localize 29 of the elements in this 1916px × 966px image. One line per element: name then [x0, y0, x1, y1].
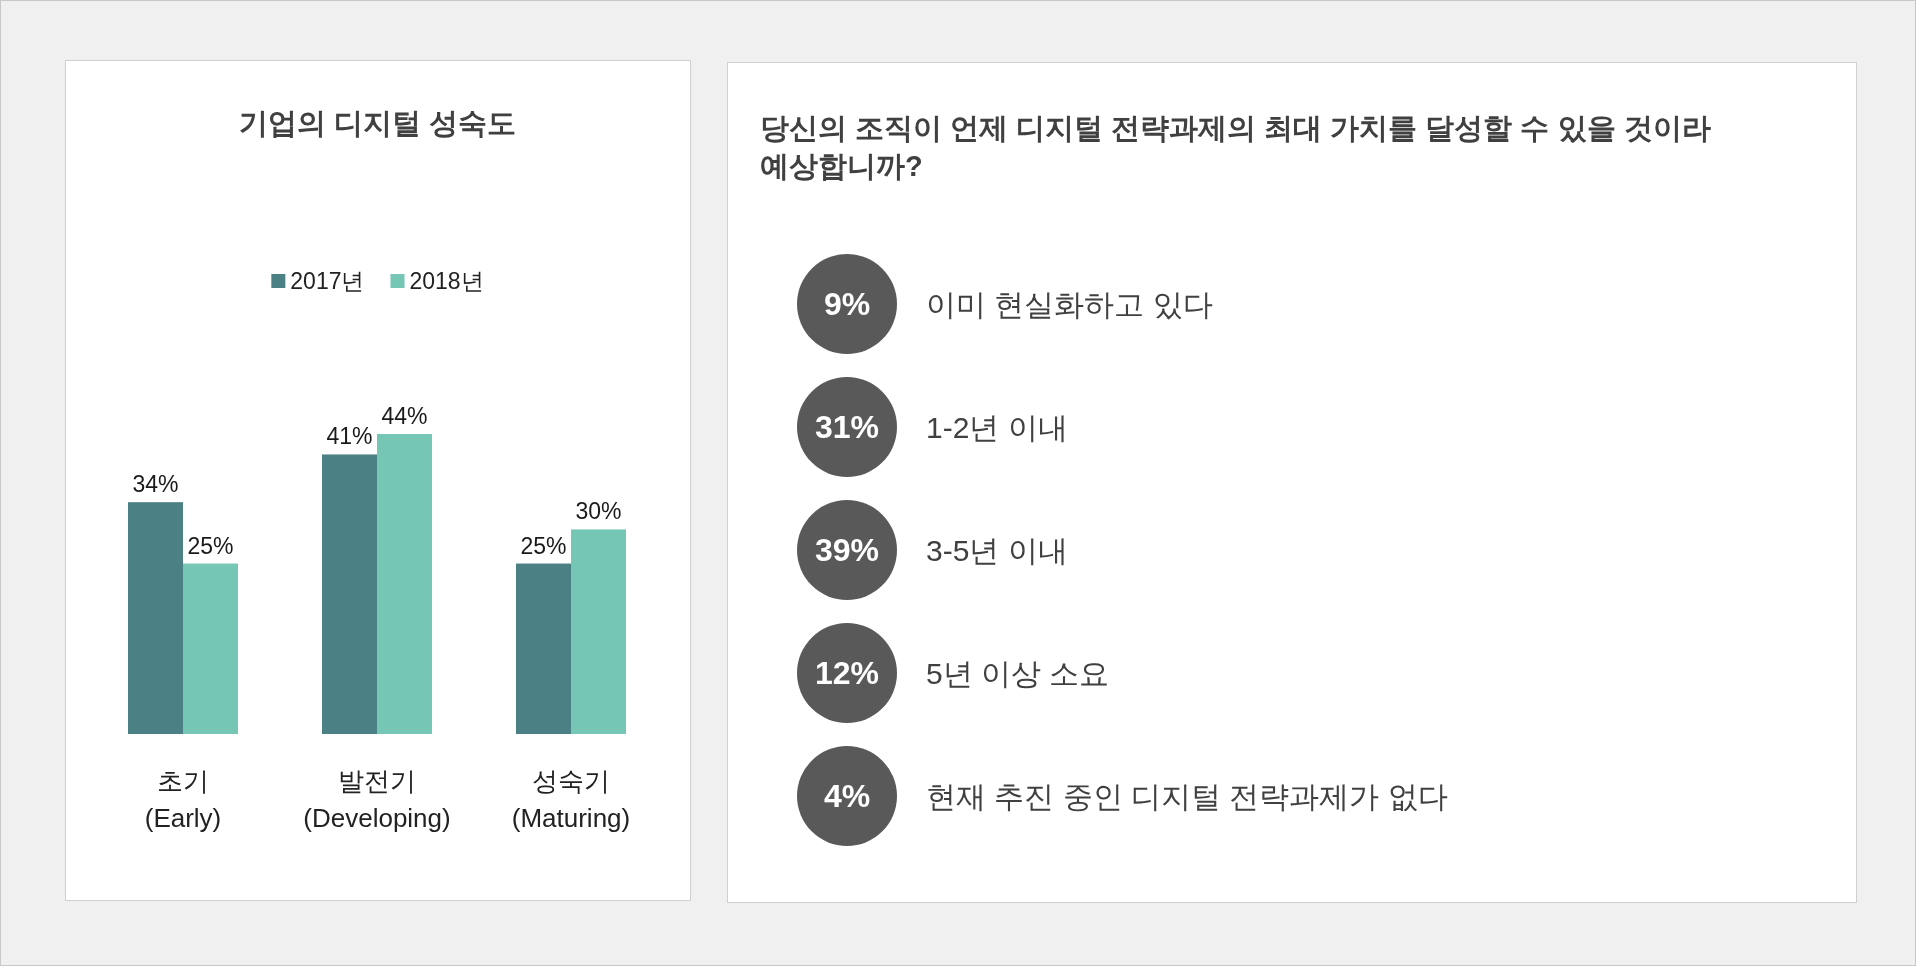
data-label: 44% — [381, 403, 428, 429]
data-label: 25% — [520, 532, 567, 559]
data-label: 31% — [814, 409, 880, 445]
data-label: 39% — [814, 532, 880, 568]
bar — [516, 563, 571, 734]
data-label: 9% — [823, 286, 871, 322]
bar — [377, 434, 432, 734]
bar — [183, 563, 238, 734]
category-label: 3-5년 이내 — [926, 534, 1068, 567]
bar — [571, 529, 626, 734]
x-tick-label: 성숙기 (Maturing) — [511, 766, 631, 833]
bar — [322, 454, 377, 734]
category-label: 이미 현실화하고 있다 — [926, 288, 1213, 321]
legend-label: 2018년 — [409, 268, 484, 294]
data-label: 25% — [187, 532, 234, 559]
category-label: 5년 이상 소요 — [926, 657, 1110, 690]
x-tick-label: 초기 (Early) — [144, 766, 222, 833]
data-label: 34% — [132, 471, 179, 498]
category-label: 현재 추진 중인 디지털 전략과제가 없다 — [926, 780, 1448, 813]
data-label: 30% — [575, 498, 622, 525]
x-tick-label: 발전기 (Developing) — [303, 766, 451, 833]
category-label: 1-2년 이내 — [926, 411, 1068, 444]
data-label: 12% — [814, 655, 880, 691]
bar — [128, 502, 183, 734]
legend-label: 2017년 — [290, 268, 365, 294]
chart-title: 기업의 디지털 성숙도 — [238, 107, 517, 139]
data-label: 4% — [823, 778, 871, 814]
text: 당신의 조직이 언제 디지털 전략과제의 최대 가치를 달성할 수 있을 것이라 예상합니까? — [760, 112, 1711, 182]
data-label: 41% — [326, 423, 373, 450]
